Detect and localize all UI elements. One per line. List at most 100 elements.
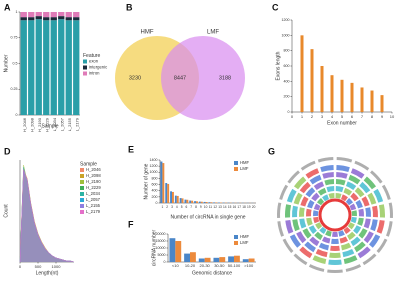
circos-track bbox=[286, 188, 297, 203]
bar bbox=[242, 259, 249, 262]
circos-track bbox=[345, 181, 357, 190]
bar-segment bbox=[20, 17, 27, 21]
legend-swatch bbox=[80, 180, 84, 184]
bar bbox=[340, 79, 344, 112]
bar bbox=[176, 195, 179, 203]
bar-segment bbox=[65, 20, 72, 116]
circos-track bbox=[309, 236, 320, 247]
circos-track bbox=[345, 264, 362, 272]
y-tick-label: 1000 bbox=[150, 170, 158, 174]
bar bbox=[179, 198, 182, 203]
panel-letter: E bbox=[128, 144, 134, 154]
bar bbox=[205, 202, 208, 203]
bar bbox=[330, 75, 334, 112]
x-tick-label: L_2057 bbox=[59, 117, 64, 131]
x-tick-label: 0 bbox=[19, 264, 22, 269]
circos-track bbox=[386, 221, 393, 237]
x-tick-label: 30-50 bbox=[214, 263, 225, 268]
circos-track bbox=[359, 181, 371, 194]
x-tick-label: 14 bbox=[223, 205, 227, 209]
legend-label: H_2098 bbox=[86, 173, 101, 178]
bar-segment bbox=[50, 20, 57, 116]
x-tick-label: 6 bbox=[186, 205, 188, 209]
circos-track bbox=[308, 225, 317, 234]
bar bbox=[350, 82, 354, 112]
circos-track bbox=[319, 226, 327, 235]
circos-track bbox=[351, 210, 358, 217]
x-tick-label: 5 bbox=[341, 114, 344, 119]
circos-track bbox=[305, 168, 320, 179]
bar bbox=[234, 255, 240, 262]
x-tick-label: 50-100 bbox=[228, 263, 241, 268]
circos-track bbox=[289, 234, 301, 248]
legend-swatch bbox=[80, 192, 84, 196]
circos-track bbox=[347, 231, 356, 241]
bar bbox=[175, 241, 182, 262]
x-axis-label: Length(nt) bbox=[36, 270, 59, 276]
set-label: HMF bbox=[141, 30, 154, 36]
circos-track bbox=[327, 269, 343, 274]
circos-track bbox=[363, 218, 371, 229]
y-tick-label: 200 bbox=[284, 95, 290, 99]
circos-track bbox=[358, 228, 368, 239]
y-tick-label: 0 bbox=[16, 113, 18, 117]
legend-label: L_2179 bbox=[86, 209, 101, 214]
circos-track bbox=[335, 186, 344, 193]
legend-swatch bbox=[83, 71, 87, 76]
y-tick-label: 1 bbox=[16, 10, 18, 14]
bar bbox=[184, 253, 190, 262]
circos-track bbox=[330, 245, 340, 251]
bar bbox=[219, 257, 226, 262]
circos-track bbox=[338, 230, 345, 237]
circos-track bbox=[313, 203, 321, 211]
x-tick-label: 1 bbox=[162, 205, 164, 209]
venn-set bbox=[161, 36, 245, 120]
x-tick-label: 12 bbox=[213, 205, 217, 209]
x-tick-label: 15 bbox=[228, 205, 232, 209]
circos-track bbox=[347, 222, 355, 230]
circos-track bbox=[350, 192, 359, 202]
circos-track bbox=[378, 204, 385, 218]
circos-track bbox=[308, 264, 325, 272]
y-tick-label: 200 bbox=[152, 195, 158, 199]
bar bbox=[190, 252, 196, 262]
x-axis-label: Sample bbox=[42, 123, 59, 129]
x-tick-label: 0 bbox=[291, 114, 294, 119]
circos-track bbox=[354, 160, 370, 171]
circos-track bbox=[369, 234, 381, 248]
panel-letter: F bbox=[128, 219, 134, 229]
circos-track bbox=[353, 225, 362, 234]
x-tick-label: 1 bbox=[301, 114, 304, 119]
circos-track bbox=[363, 231, 374, 244]
y-tick-label: 10000 bbox=[156, 246, 166, 250]
bar-segment bbox=[35, 12, 42, 17]
circos-track bbox=[315, 248, 328, 258]
y-axis-label: Count bbox=[3, 204, 9, 218]
x-tick-label: L_2155 bbox=[67, 117, 72, 131]
x-tick-label: H_2229 bbox=[44, 117, 49, 132]
x-tick-label: L_2034 bbox=[52, 117, 57, 131]
circos-track bbox=[342, 248, 355, 258]
legend-label: H_2229 bbox=[86, 185, 101, 190]
x-tick-label: 2 bbox=[166, 205, 168, 209]
y-tick-label: 400 bbox=[284, 79, 290, 83]
bar bbox=[167, 183, 170, 203]
y-tick-label: 20000 bbox=[156, 232, 166, 236]
y-tick-label: 5000 bbox=[158, 253, 166, 257]
bar bbox=[162, 163, 165, 203]
legend-label: L_2034 bbox=[86, 191, 101, 196]
circos-track bbox=[367, 192, 377, 205]
circos-track bbox=[335, 193, 342, 199]
bar bbox=[310, 49, 314, 112]
circos-track bbox=[343, 255, 358, 265]
legend-swatch bbox=[80, 210, 84, 214]
bar bbox=[320, 66, 324, 112]
bar bbox=[213, 202, 216, 203]
circos-track bbox=[317, 157, 334, 163]
x-tick-label: 1000 bbox=[52, 264, 62, 269]
circos-track bbox=[311, 192, 320, 202]
x-tick-label: 17 bbox=[237, 205, 241, 209]
circos-track bbox=[335, 179, 346, 186]
x-tick-label: 10 bbox=[204, 205, 208, 209]
y-tick-label: 800 bbox=[152, 176, 158, 180]
